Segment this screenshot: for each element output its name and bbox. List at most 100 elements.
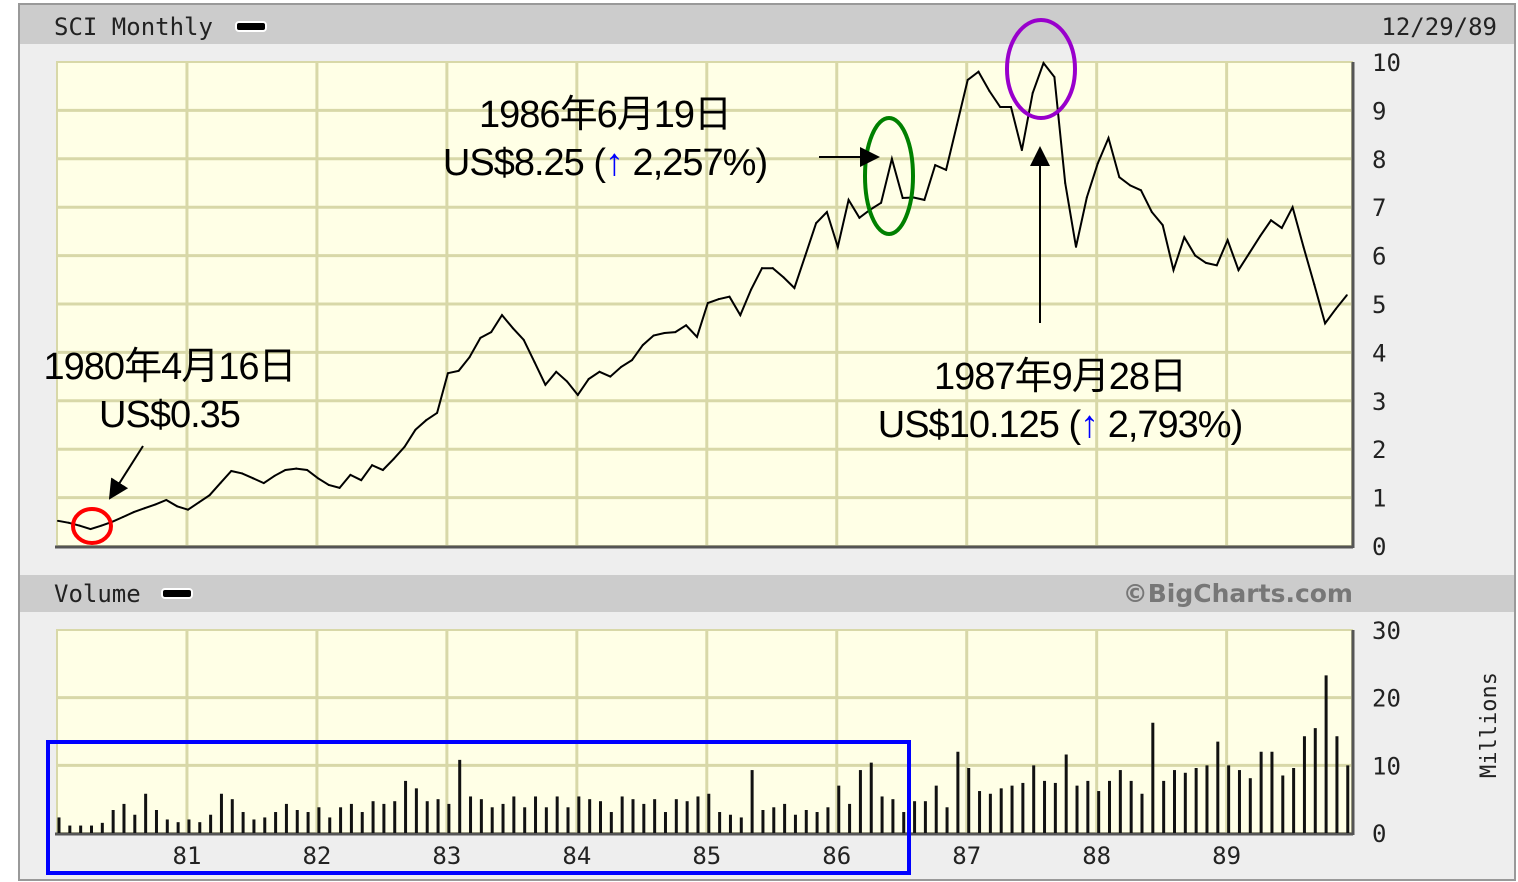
legend-line-swatch <box>235 21 267 32</box>
price-point <box>771 267 774 270</box>
volume-plot-area <box>56 629 1353 834</box>
price-point <box>446 372 449 375</box>
price-point <box>1140 189 1142 192</box>
x-tick-label: 85 <box>692 842 721 870</box>
price-point <box>847 198 850 201</box>
price-point <box>78 524 81 527</box>
price-point <box>414 428 417 431</box>
price-point <box>620 365 623 368</box>
price-point <box>67 521 70 524</box>
price-point <box>1248 252 1251 255</box>
price-point <box>1150 211 1153 214</box>
price-point <box>1183 236 1186 239</box>
annotation-1986-date: 1986年6月19日 <box>479 94 732 136</box>
price-point <box>836 245 839 248</box>
price-point <box>230 469 233 472</box>
volume-y-tick: 0 <box>1372 820 1386 848</box>
x-tick-label: 84 <box>562 842 591 870</box>
price-point <box>934 164 937 167</box>
annotation-1987-change: 2,793%) <box>1098 404 1244 446</box>
price-point <box>219 482 222 485</box>
price-y-tick: 9 <box>1372 97 1386 125</box>
price-point <box>490 331 493 334</box>
copyright: ©BigCharts.com <box>1123 579 1353 608</box>
up-arrow-icon: ↑ <box>605 142 624 184</box>
price-point <box>815 222 818 225</box>
annotation-1980-price: US$0.35 <box>99 394 241 436</box>
price-y-tick: 0 <box>1372 533 1386 561</box>
price-point <box>1269 219 1272 222</box>
x-tick-label: 81 <box>173 842 202 870</box>
price-point <box>1020 149 1023 152</box>
annotation-1986: 1986年6月19日 US$8.25 (↑ 2,257%) <box>400 91 810 187</box>
price-point <box>999 106 1002 109</box>
price-point <box>1237 269 1240 272</box>
price-point <box>880 201 883 204</box>
price-point <box>641 344 644 347</box>
ellipse-1986-peak <box>863 116 915 236</box>
price-point <box>457 369 460 372</box>
chart-title: SCI Monthly <box>54 13 213 41</box>
price-point <box>57 519 59 522</box>
x-tick-label: 83 <box>432 842 461 870</box>
annotation-1980: 1980年4月16日 US$0.35 <box>22 343 317 439</box>
price-point <box>479 336 482 339</box>
price-y-tick: 5 <box>1372 291 1386 319</box>
price-point <box>793 287 796 290</box>
price-point <box>858 216 861 219</box>
price-point <box>1042 61 1045 64</box>
price-point <box>717 298 720 301</box>
price-point <box>1096 162 1099 165</box>
price-point <box>1226 239 1229 242</box>
volume-legend-swatch <box>161 588 193 599</box>
price-y-tick: 8 <box>1372 146 1386 174</box>
circle-1980-low <box>71 507 113 545</box>
price-y-tick: 7 <box>1372 194 1386 222</box>
price-point <box>1064 182 1067 184</box>
price-point <box>598 370 601 373</box>
x-tick-label: 87 <box>952 842 981 870</box>
price-point <box>1118 176 1121 179</box>
price-y-tick: 10 <box>1372 49 1401 77</box>
annotation-1980-date: 1980年4月16日 <box>43 346 297 388</box>
highlight-box-1980-1986 <box>46 740 911 875</box>
price-point <box>371 464 374 467</box>
price-point <box>652 334 655 337</box>
price-point <box>706 302 709 305</box>
price-point <box>1194 254 1197 257</box>
price-point <box>750 288 753 291</box>
price-point <box>338 486 341 489</box>
price-point <box>251 477 254 480</box>
price-header-band <box>20 5 1514 44</box>
price-point <box>176 505 179 508</box>
price-point <box>1280 227 1283 230</box>
price-point <box>327 484 330 487</box>
price-point <box>241 472 244 475</box>
price-point <box>576 393 579 396</box>
price-point <box>381 469 384 472</box>
volume-y-tick: 30 <box>1372 617 1401 645</box>
volume-title: Volume <box>54 580 141 608</box>
price-point <box>1129 184 1132 187</box>
up-arrow-icon: ↑ <box>1080 404 1099 446</box>
x-tick-label: 86 <box>822 842 851 870</box>
price-point <box>1172 269 1175 272</box>
price-point <box>392 457 395 460</box>
x-tick-label: 88 <box>1082 842 1111 870</box>
price-point <box>945 168 948 171</box>
volume-header-band <box>20 575 1514 612</box>
price-point <box>1204 261 1207 264</box>
price-point <box>208 494 211 497</box>
price-point <box>197 501 200 504</box>
price-point <box>425 419 428 422</box>
price-point <box>522 338 525 341</box>
x-tick-label: 82 <box>302 842 331 870</box>
price-point <box>349 473 352 476</box>
price-point <box>988 90 991 93</box>
price-point <box>1161 224 1164 227</box>
price-point <box>663 332 666 335</box>
price-point <box>1053 76 1056 79</box>
price-y-tick: 1 <box>1372 485 1386 513</box>
price-y-tick: 3 <box>1372 388 1386 416</box>
price-point <box>739 314 742 317</box>
